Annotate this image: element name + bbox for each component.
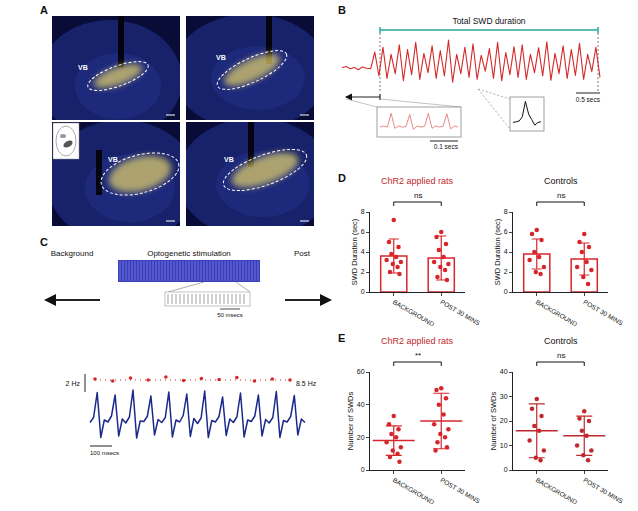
svg-text:C: C bbox=[40, 236, 48, 248]
svg-text:4: 4 bbox=[361, 248, 365, 255]
svg-text:0.5 secs: 0.5 secs bbox=[576, 96, 601, 103]
svg-text:BACKGROUND: BACKGROUND bbox=[392, 476, 436, 506]
svg-text:0.1 secs: 0.1 secs bbox=[434, 143, 459, 150]
svg-text:0: 0 bbox=[361, 288, 365, 295]
svg-text:40: 40 bbox=[357, 401, 365, 408]
svg-text:2: 2 bbox=[504, 268, 508, 275]
svg-text:Controls: Controls bbox=[544, 336, 578, 346]
svg-text:50 msecs: 50 msecs bbox=[217, 312, 243, 318]
svg-text:8.5 Hz: 8.5 Hz bbox=[296, 380, 317, 387]
svg-text:Background: Background bbox=[51, 249, 94, 258]
svg-text:E: E bbox=[338, 332, 345, 344]
svg-text:Controls: Controls bbox=[544, 176, 578, 186]
svg-text:Number of SWDs: Number of SWDs bbox=[489, 392, 498, 451]
svg-text:2 Hz: 2 Hz bbox=[66, 380, 81, 387]
svg-text:ns: ns bbox=[557, 191, 565, 200]
svg-text:8: 8 bbox=[361, 208, 365, 215]
svg-text:ChR2 applied rats: ChR2 applied rats bbox=[381, 336, 454, 346]
svg-text:60: 60 bbox=[357, 368, 365, 375]
svg-text:Post: Post bbox=[294, 249, 311, 258]
svg-text:0: 0 bbox=[504, 288, 508, 295]
svg-text:100 msecs: 100 msecs bbox=[90, 450, 119, 456]
svg-text:**: ** bbox=[415, 351, 421, 360]
svg-text:10: 10 bbox=[500, 442, 508, 449]
svg-text:0: 0 bbox=[361, 466, 365, 473]
svg-text:VB: VB bbox=[216, 54, 226, 61]
svg-text:POST 30 MINS: POST 30 MINS bbox=[582, 476, 625, 505]
svg-text:Optogenetic stimulation: Optogenetic stimulation bbox=[147, 249, 231, 258]
svg-text:0: 0 bbox=[504, 466, 508, 473]
svg-text:SWD Duration (sec): SWD Duration (sec) bbox=[493, 218, 502, 285]
svg-text:POST 30 MINS: POST 30 MINS bbox=[439, 476, 482, 505]
svg-text:6: 6 bbox=[361, 228, 365, 235]
svg-text:20: 20 bbox=[500, 417, 508, 424]
svg-text:ns: ns bbox=[414, 191, 422, 200]
svg-text:BACKGROUND: BACKGROUND bbox=[535, 476, 579, 506]
svg-text:BACKGROUND: BACKGROUND bbox=[535, 298, 579, 328]
svg-text:Number of SWDs: Number of SWDs bbox=[346, 392, 355, 451]
svg-text:B: B bbox=[338, 4, 346, 16]
svg-text:40: 40 bbox=[500, 368, 508, 375]
svg-text:ns: ns bbox=[557, 351, 565, 360]
svg-text:BACKGROUND: BACKGROUND bbox=[392, 298, 436, 328]
svg-text:4: 4 bbox=[504, 248, 508, 255]
svg-text:VB: VB bbox=[224, 156, 234, 163]
svg-text:VB: VB bbox=[78, 64, 88, 71]
svg-text:2: 2 bbox=[361, 268, 365, 275]
svg-text:8: 8 bbox=[504, 208, 508, 215]
svg-text:20: 20 bbox=[357, 434, 365, 441]
svg-text:POST 30 MINS: POST 30 MINS bbox=[439, 298, 482, 327]
svg-text:ChR2 applied rats: ChR2 applied rats bbox=[381, 176, 454, 186]
svg-text:POST 30 MINS: POST 30 MINS bbox=[582, 298, 625, 327]
svg-text:SWD Duration (sec): SWD Duration (sec) bbox=[350, 218, 359, 285]
svg-text:D: D bbox=[338, 172, 346, 184]
svg-text:Total SWD duration: Total SWD duration bbox=[452, 16, 525, 26]
svg-text:A: A bbox=[40, 4, 48, 16]
svg-text:VB: VB bbox=[108, 156, 118, 163]
svg-text:30: 30 bbox=[500, 393, 508, 400]
svg-text:6: 6 bbox=[504, 228, 508, 235]
